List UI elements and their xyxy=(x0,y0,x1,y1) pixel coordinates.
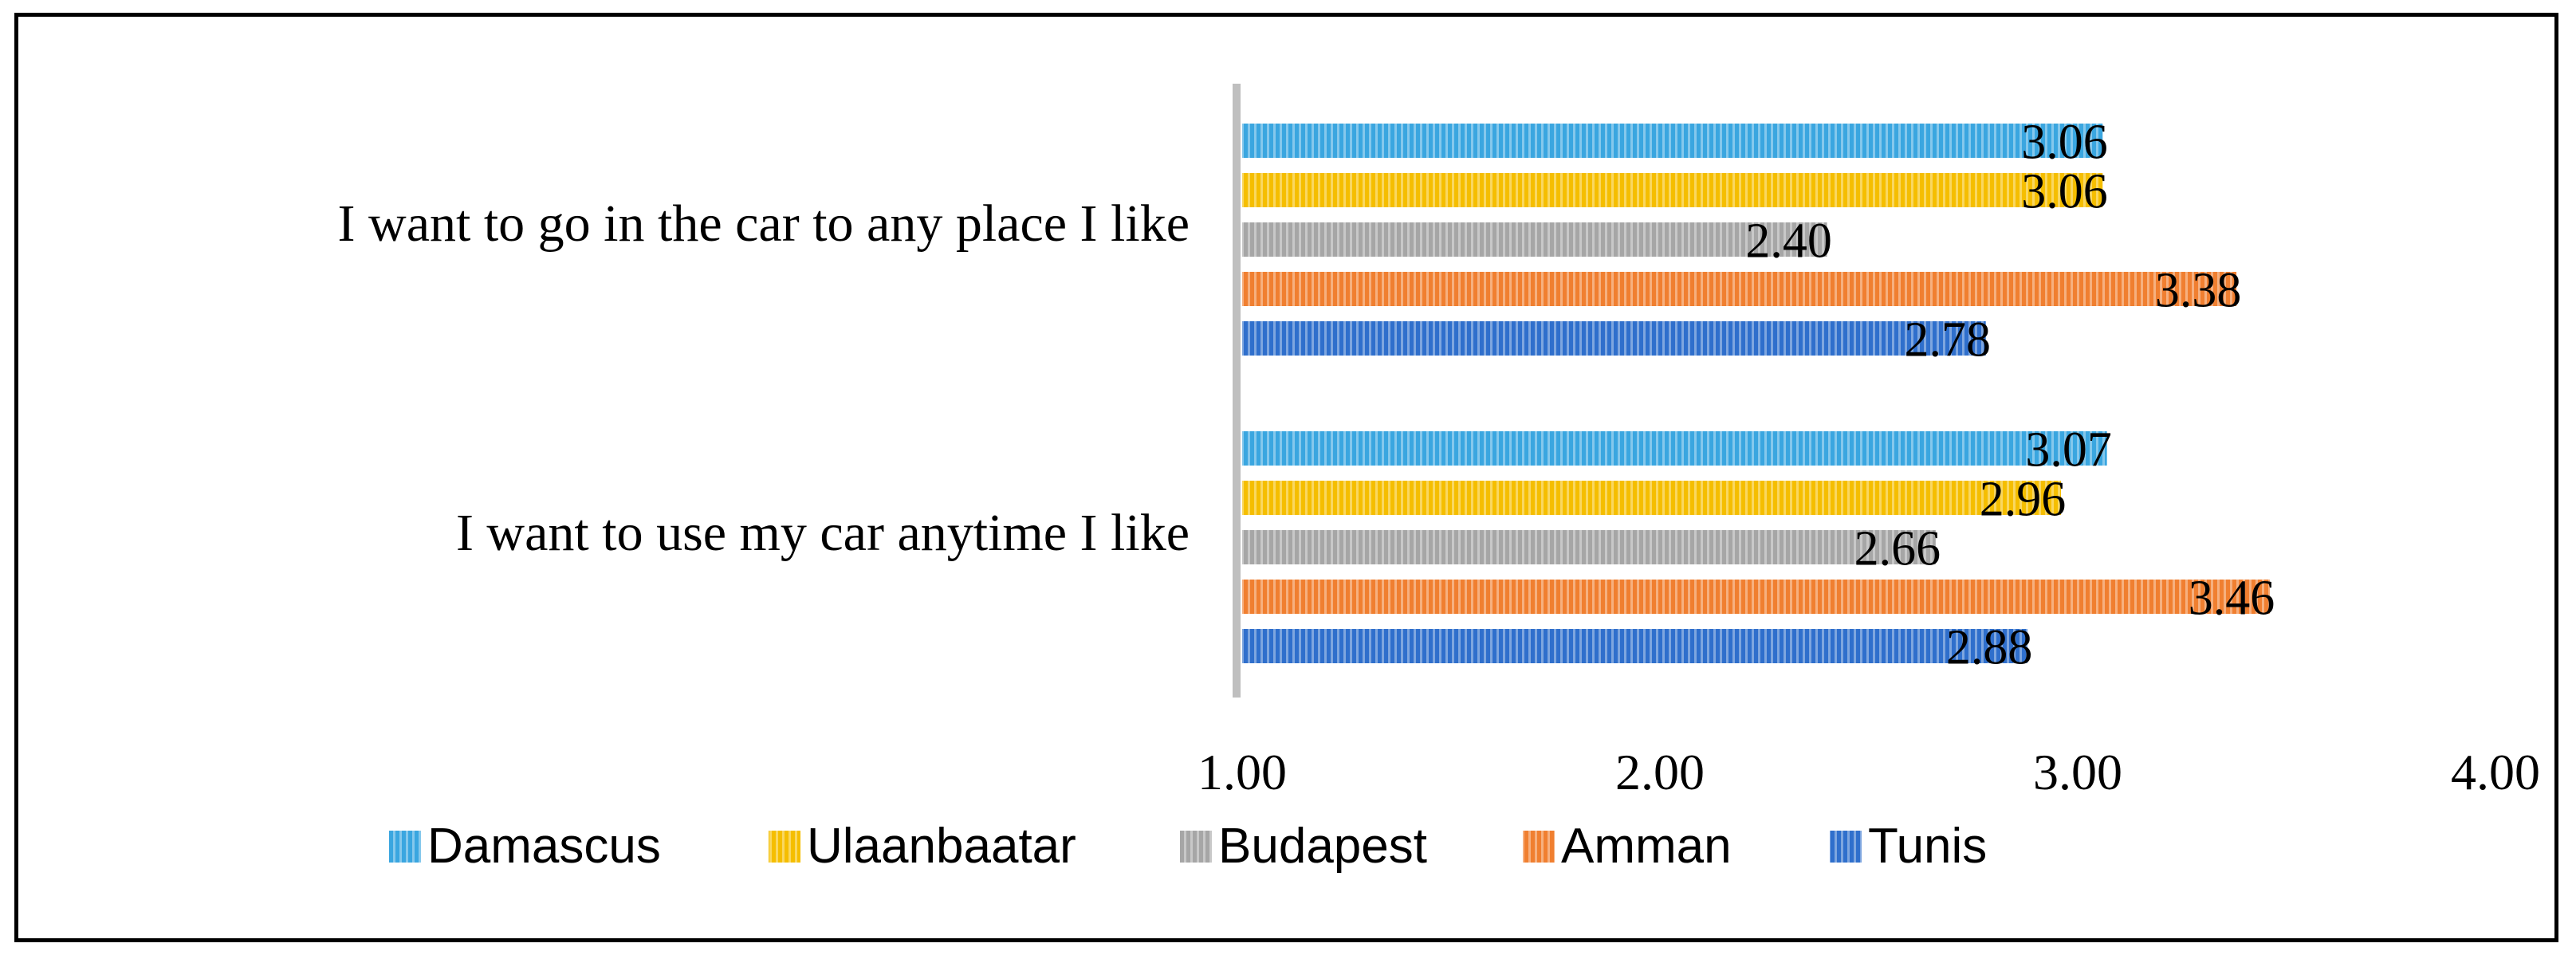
data-label-tunis-2: 2.88 xyxy=(1946,621,2033,675)
category-labels: I want to go in the car to any place I l… xyxy=(338,195,1190,562)
data-label-damascus-2: 3.07 xyxy=(2025,423,2112,478)
legend-label-amman: Amman xyxy=(1561,819,1732,874)
legend-swatch-ulaanbaatar xyxy=(769,831,800,863)
x-tick-label-2: 2.00 xyxy=(1615,744,1705,800)
bar-budapest-1 xyxy=(1242,222,1827,257)
x-axis-tick-labels: 1.00 2.00 3.00 4.00 xyxy=(1198,744,2540,800)
bars xyxy=(1242,124,2271,663)
legend-item-tunis: Tunis xyxy=(1830,819,1987,874)
data-label-damascus-1: 3.06 xyxy=(2021,116,2108,170)
data-label-budapest-1: 2.40 xyxy=(1745,214,1832,269)
bar-ulaanbaatar-1 xyxy=(1242,173,2103,207)
x-tick-label-1: 1.00 xyxy=(1198,744,1287,800)
data-label-ulaanbaatar-1: 3.06 xyxy=(2021,165,2108,219)
legend-item-budapest: Budapest xyxy=(1180,819,1427,874)
legend-label-tunis: Tunis xyxy=(1868,819,1987,874)
bar-amman-2 xyxy=(1242,580,2271,614)
x-tick-label-3: 3.00 xyxy=(2033,744,2122,800)
legend-label-damascus: Damascus xyxy=(427,819,661,874)
bar-tunis-2 xyxy=(1242,629,2028,663)
legend-swatch-budapest xyxy=(1180,831,1212,863)
legend-label-budapest: Budapest xyxy=(1218,819,1427,874)
legend-label-ulaanbaatar: Ulaanbaatar xyxy=(807,819,1076,874)
category-label-2: I want to use my car anytime I like xyxy=(456,504,1190,562)
legend-item-amman: Amman xyxy=(1523,819,1732,874)
data-label-tunis-1: 2.78 xyxy=(1904,313,1991,367)
y-axis-line xyxy=(1233,84,1241,698)
bar-damascus-2 xyxy=(1242,431,2107,466)
bar-ulaanbaatar-2 xyxy=(1242,481,2062,515)
x-tick-label-4: 4.00 xyxy=(2451,744,2540,800)
legend: Damascus Ulaanbaatar Budapest Amman Tunis xyxy=(389,819,1987,874)
legend-swatch-amman xyxy=(1523,831,1555,863)
bar-budapest-2 xyxy=(1242,530,1936,564)
bar-tunis-1 xyxy=(1242,321,1986,356)
data-label-budapest-2: 2.66 xyxy=(1854,522,1941,576)
legend-swatch-tunis xyxy=(1830,831,1862,863)
legend-swatch-damascus xyxy=(389,831,421,863)
data-labels: 3.063.06 2.40 3.38 2.78 3.072.96 2.66 3.46 2.88 xyxy=(1745,116,2275,675)
legend-item-ulaanbaatar: Ulaanbaatar xyxy=(769,819,1076,874)
chart-frame xyxy=(14,13,2558,942)
bar-amman-1 xyxy=(1242,272,2237,306)
legend-item-damascus: Damascus xyxy=(389,819,661,874)
data-label-amman-1: 3.38 xyxy=(2155,264,2242,318)
data-label-amman-2: 3.46 xyxy=(2189,572,2275,626)
category-label-1: I want to go in the car to any place I l… xyxy=(338,195,1190,253)
data-label-ulaanbaatar-2: 2.96 xyxy=(1980,473,2067,527)
bar-damascus-1 xyxy=(1242,124,2103,158)
